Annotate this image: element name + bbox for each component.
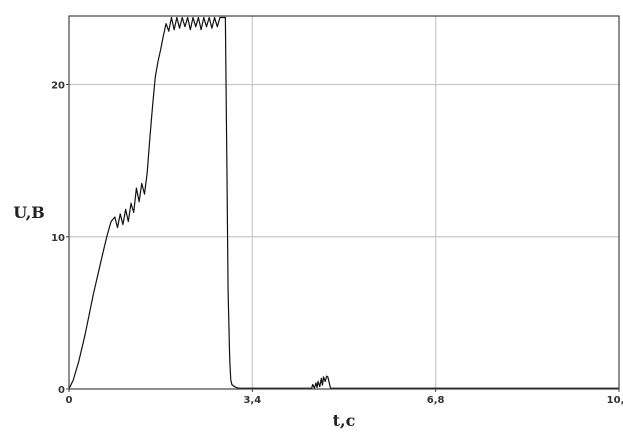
grid <box>69 16 619 389</box>
series-line <box>68 16 619 390</box>
plot-frame <box>68 15 620 390</box>
x-axis-title: t,c <box>333 411 356 430</box>
x-tick-label: 10,2 <box>607 395 623 406</box>
y-tick-label: 0 <box>58 385 65 396</box>
x-tick-label: 6,8 <box>427 395 445 406</box>
x-tick-label: 0 <box>66 395 73 406</box>
y-axis-title: U,B <box>13 203 45 222</box>
series-layer <box>68 16 619 390</box>
y-axis-ticks: 0 10 20 <box>51 81 69 396</box>
y-tick-label: 10 <box>51 233 65 244</box>
x-tick-label: 3,4 <box>243 395 261 406</box>
y-tick-label: 20 <box>51 81 65 92</box>
x-axis-ticks: 0 3,4 6,8 10,2 <box>66 389 623 406</box>
